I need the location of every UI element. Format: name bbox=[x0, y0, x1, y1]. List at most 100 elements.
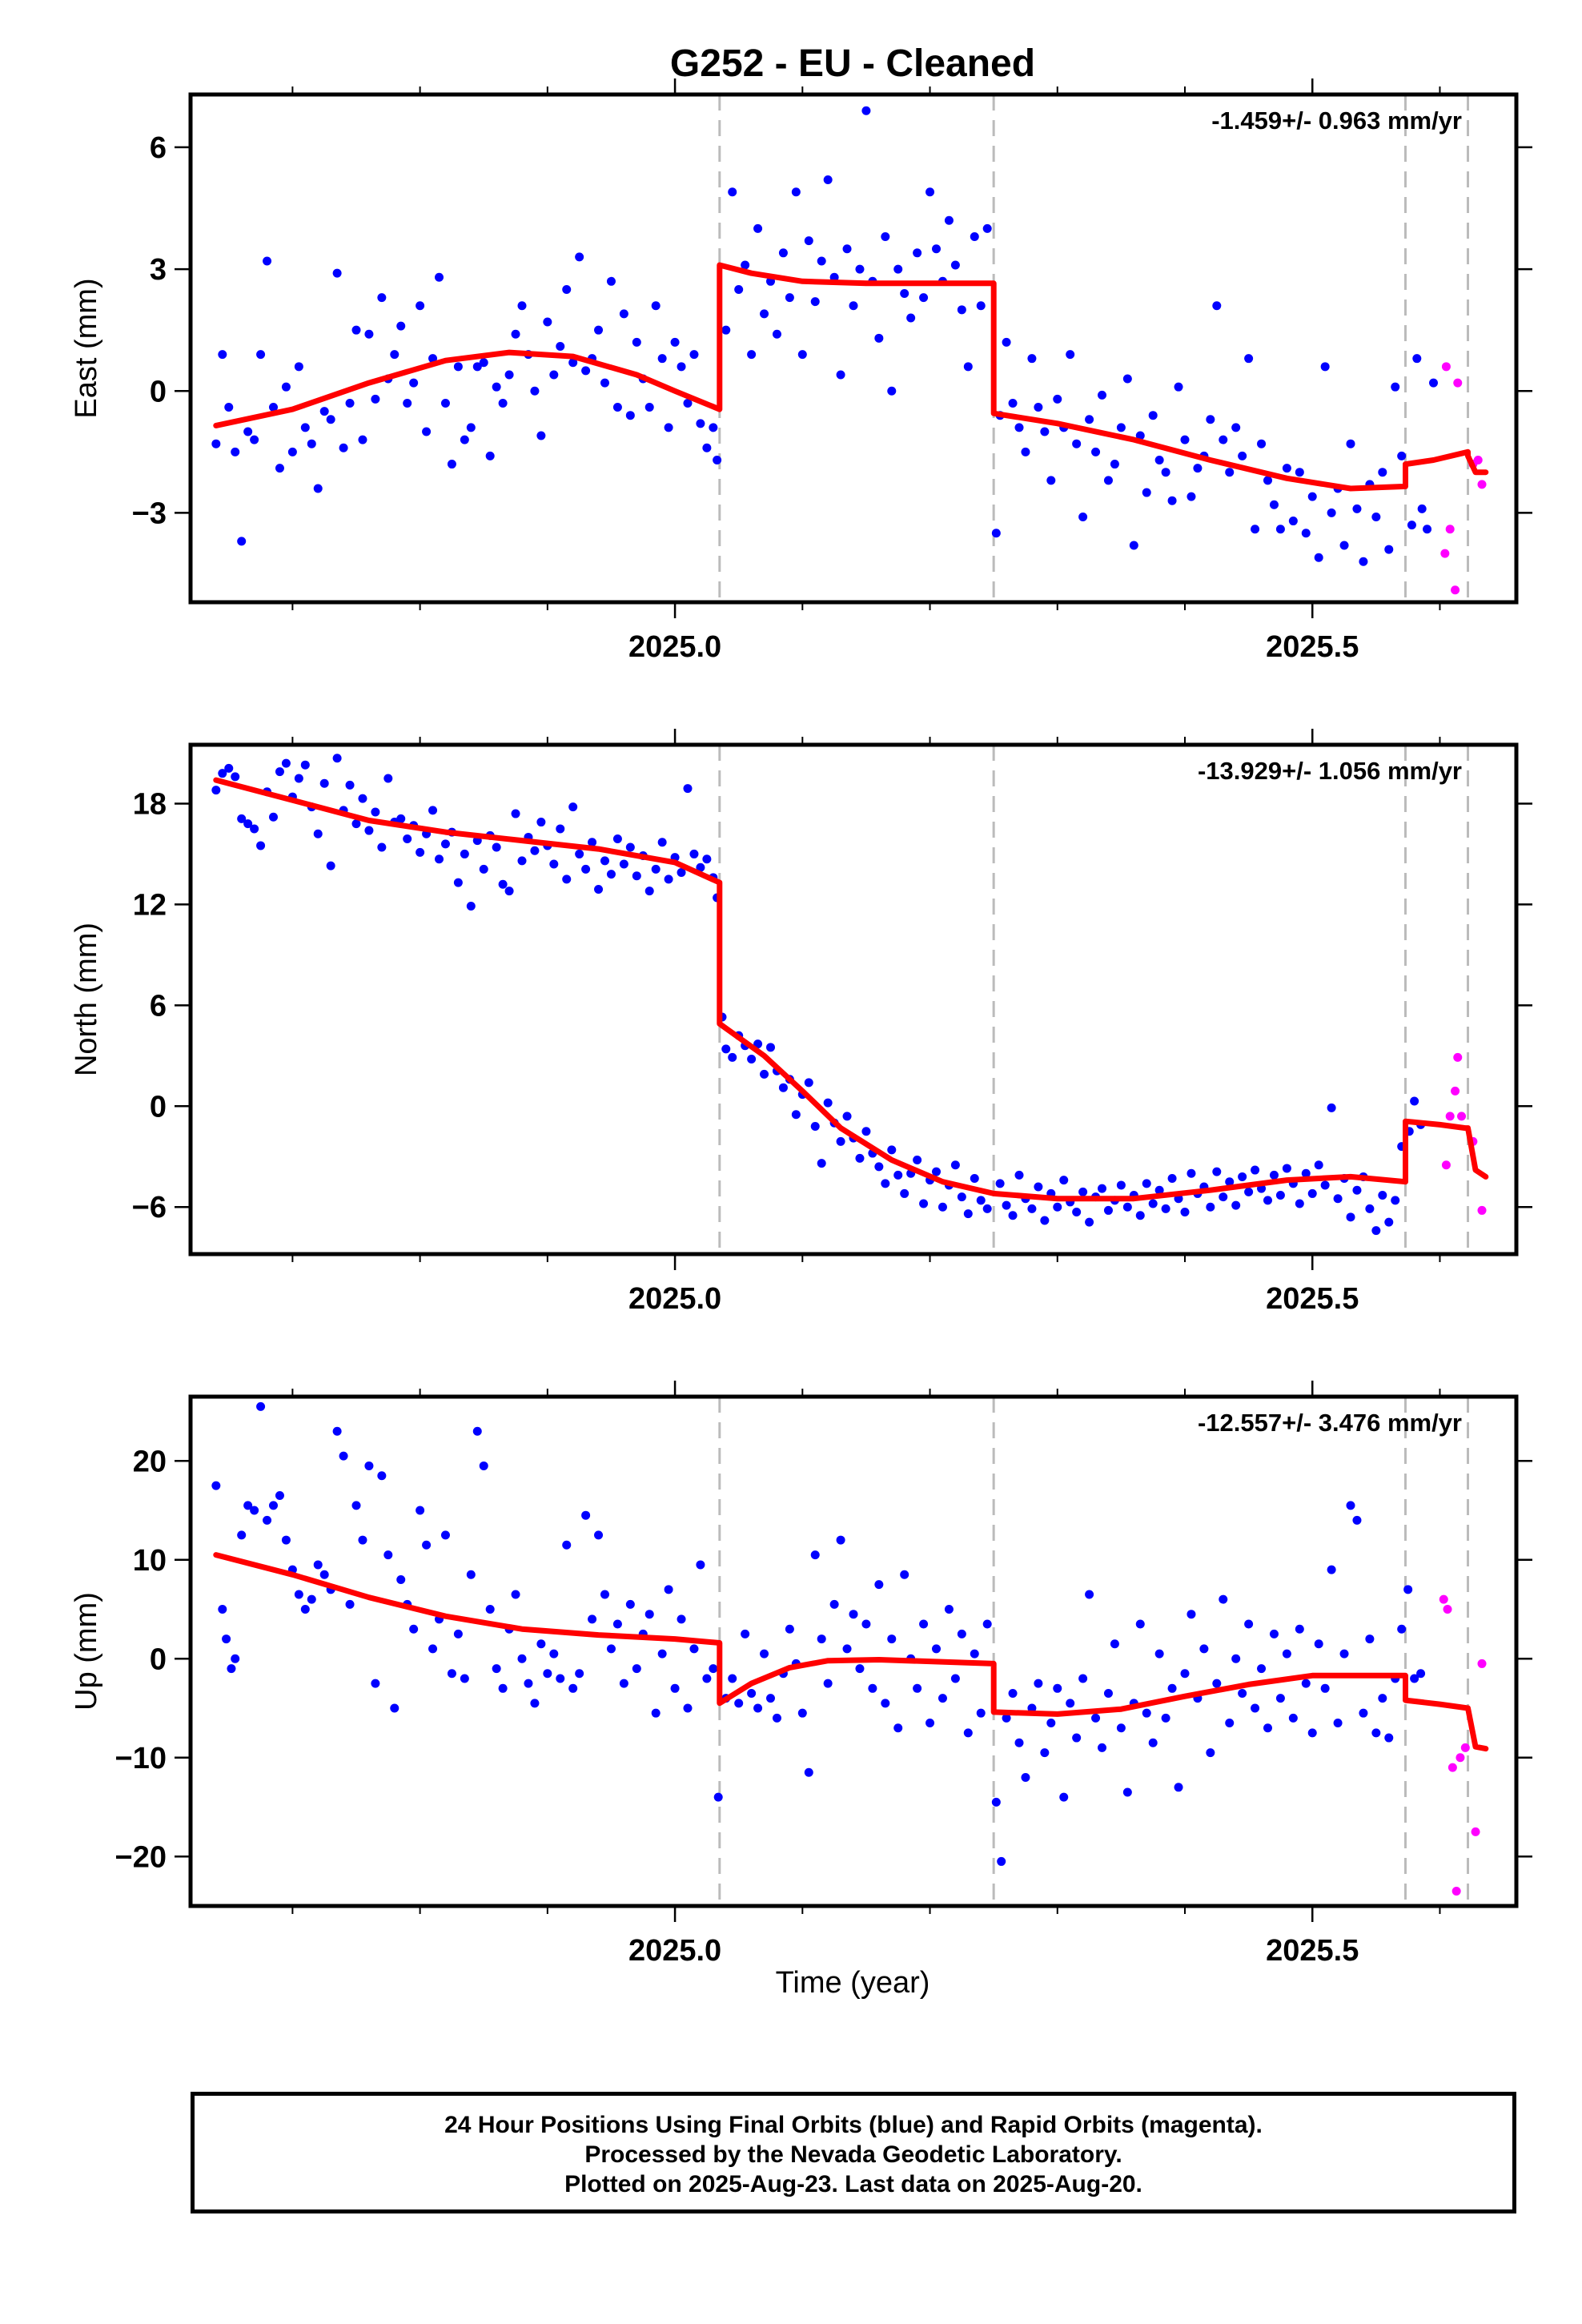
north-final-point bbox=[237, 814, 247, 823]
north-final-point bbox=[1180, 1208, 1190, 1217]
north-final-point bbox=[1263, 1196, 1272, 1205]
footer-line-2: Processed by the Nevada Geodetic Laborat… bbox=[584, 2141, 1122, 2168]
east-final-point bbox=[606, 276, 616, 286]
north-final-point bbox=[612, 834, 622, 844]
north-final-point bbox=[345, 780, 355, 790]
up-rapid-point bbox=[1439, 1594, 1448, 1604]
east-final-point bbox=[263, 256, 272, 266]
north-final-point bbox=[1053, 1202, 1062, 1212]
up-final-point bbox=[460, 1674, 469, 1683]
north-rapid-point bbox=[1441, 1160, 1451, 1170]
up-final-point bbox=[1046, 1719, 1056, 1728]
up-rapid-point bbox=[1447, 1763, 1457, 1772]
up-final-point bbox=[345, 1599, 355, 1609]
east-final-point bbox=[1103, 476, 1113, 485]
up-final-point bbox=[797, 1708, 807, 1718]
up-final-point bbox=[1397, 1624, 1407, 1634]
up-final-point bbox=[1257, 1664, 1267, 1674]
up-final-point bbox=[1186, 1610, 1196, 1619]
up-final-point bbox=[422, 1540, 432, 1550]
north-final-point bbox=[371, 807, 380, 817]
up-final-point bbox=[269, 1501, 278, 1510]
north-final-point bbox=[1085, 1217, 1094, 1227]
east-final-point bbox=[1288, 517, 1298, 526]
east-final-point bbox=[1301, 529, 1311, 538]
up-final-point bbox=[1027, 1703, 1037, 1713]
north-final-point bbox=[581, 864, 591, 874]
east-final-point bbox=[485, 451, 495, 460]
up-final-point bbox=[785, 1624, 794, 1634]
north-final-point bbox=[1391, 1196, 1400, 1205]
up-final-point bbox=[1282, 1649, 1291, 1659]
up-final-point bbox=[874, 1580, 884, 1590]
east-final-point bbox=[498, 398, 508, 408]
up-final-point bbox=[1059, 1792, 1069, 1802]
up-final-point bbox=[250, 1506, 259, 1515]
north-final-point bbox=[778, 1083, 788, 1092]
north-final-point bbox=[657, 838, 667, 847]
up-final-point bbox=[377, 1471, 387, 1481]
north-final-point bbox=[900, 1188, 909, 1198]
east-final-point bbox=[447, 460, 456, 469]
east-final-point bbox=[581, 366, 591, 376]
up-final-point bbox=[371, 1679, 380, 1688]
north-final-point bbox=[453, 878, 463, 887]
up-final-point bbox=[938, 1694, 947, 1703]
up-final-point bbox=[1410, 1674, 1419, 1683]
east-final-point bbox=[435, 272, 444, 282]
north-final-point bbox=[479, 864, 488, 874]
east-final-point bbox=[791, 187, 801, 197]
up-final-point bbox=[728, 1674, 737, 1683]
east-final-point bbox=[753, 223, 763, 233]
east-final-point bbox=[1180, 435, 1190, 444]
east-final-point bbox=[1008, 398, 1018, 408]
east-final-point bbox=[377, 293, 387, 303]
east-final-point bbox=[256, 350, 266, 360]
up-panel: 2025.0 2025.5 −20 −10 0 10 20 Up (mm) -12.557+/-… bbox=[70, 1381, 1532, 1968]
north-final-point bbox=[1040, 1216, 1050, 1225]
north-final-point bbox=[1167, 1174, 1177, 1184]
east-final-point bbox=[823, 175, 833, 185]
north-final-point bbox=[211, 786, 221, 795]
east-rapid-point bbox=[1473, 455, 1483, 464]
east-y-tick-label: 3 bbox=[150, 253, 167, 287]
up-final-point bbox=[1219, 1594, 1228, 1604]
east-final-point bbox=[893, 264, 903, 274]
east-final-point bbox=[1027, 354, 1037, 364]
east-final-point bbox=[1352, 504, 1362, 513]
up-final-point bbox=[625, 1599, 635, 1609]
east-final-point bbox=[696, 419, 705, 428]
north-final-point bbox=[747, 1055, 757, 1064]
up-final-point bbox=[760, 1649, 769, 1659]
up-model-line bbox=[213, 1552, 1489, 1752]
up-final-point bbox=[1314, 1639, 1323, 1649]
up-final-point bbox=[351, 1501, 361, 1510]
up-final-point bbox=[332, 1426, 342, 1436]
north-final-point bbox=[1008, 1211, 1018, 1220]
north-final-point bbox=[887, 1145, 897, 1155]
north-y-tick-label: 12 bbox=[133, 888, 167, 922]
north-final-point bbox=[1269, 1170, 1279, 1180]
east-final-point bbox=[1346, 439, 1355, 448]
up-final-point bbox=[256, 1401, 266, 1411]
up-final-point bbox=[982, 1619, 992, 1629]
up-final-point bbox=[1078, 1674, 1088, 1683]
north-final-point bbox=[1206, 1202, 1215, 1212]
footer-note: 24 Hour Positions Using Final Orbits (bl… bbox=[191, 2092, 1516, 2213]
east-final-point bbox=[1359, 557, 1368, 566]
east-final-point bbox=[1161, 468, 1170, 477]
up-final-point bbox=[1091, 1713, 1101, 1723]
up-final-point bbox=[1365, 1634, 1375, 1644]
north-final-point bbox=[351, 819, 361, 829]
north-final-point bbox=[313, 829, 323, 838]
up-final-point bbox=[485, 1605, 495, 1614]
east-rapid-point bbox=[1445, 525, 1455, 534]
north-final-point bbox=[294, 774, 303, 783]
north-final-point bbox=[300, 760, 310, 770]
up-final-point bbox=[319, 1570, 329, 1579]
up-final-point bbox=[772, 1713, 781, 1723]
up-final-point bbox=[492, 1664, 501, 1674]
north-final-point bbox=[383, 774, 393, 783]
north-final-point bbox=[594, 885, 604, 895]
up-final-point bbox=[218, 1605, 227, 1614]
